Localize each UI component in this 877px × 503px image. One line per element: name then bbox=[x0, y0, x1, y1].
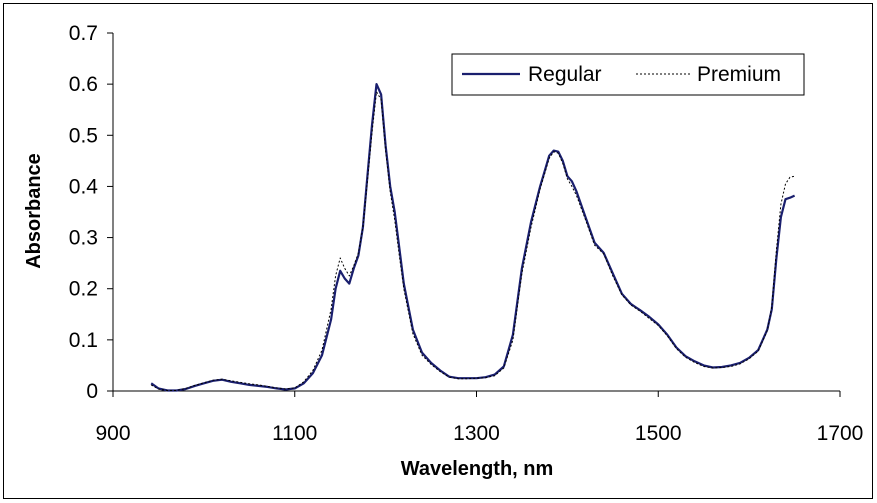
x-tick-label: 1500 bbox=[635, 422, 682, 445]
y-tick-label: 0.7 bbox=[69, 22, 98, 45]
legend-label-regular: Regular bbox=[528, 63, 602, 86]
series-line-regular bbox=[150, 83, 796, 392]
legend: Regular Premium bbox=[451, 53, 805, 96]
y-ticks: 0 0.1 0.2 0.3 0.4 0.5 0.6 0.7 bbox=[69, 22, 113, 403]
y-tick-label: 0.5 bbox=[69, 124, 98, 147]
y-tick-label: 0.6 bbox=[69, 73, 98, 96]
x-ticks: 900 1100 1300 1500 1700 bbox=[95, 391, 863, 445]
y-axis-title: Absorbance bbox=[23, 153, 45, 269]
legend-label-premium: Premium bbox=[697, 63, 781, 86]
series-layer bbox=[150, 83, 796, 392]
y-tick-label: 0.3 bbox=[69, 227, 98, 250]
y-tick-label: 0.4 bbox=[69, 175, 99, 198]
x-tick-label: 1300 bbox=[453, 422, 500, 445]
x-tick-label: 1700 bbox=[817, 422, 864, 445]
x-tick-label: 1100 bbox=[272, 422, 317, 445]
y-tick-label: 0.1 bbox=[69, 329, 98, 352]
x-tick-label: 900 bbox=[95, 422, 130, 445]
x-axis-title: Wavelength, nm bbox=[401, 458, 554, 480]
y-tick-label: 0.2 bbox=[69, 278, 98, 301]
y-tick-label: 0 bbox=[86, 380, 98, 403]
plot-area: 900 1100 1300 1500 1700 00.10.20.30.40.50.60… bbox=[69, 22, 864, 445]
series-line-premium bbox=[150, 91, 795, 391]
